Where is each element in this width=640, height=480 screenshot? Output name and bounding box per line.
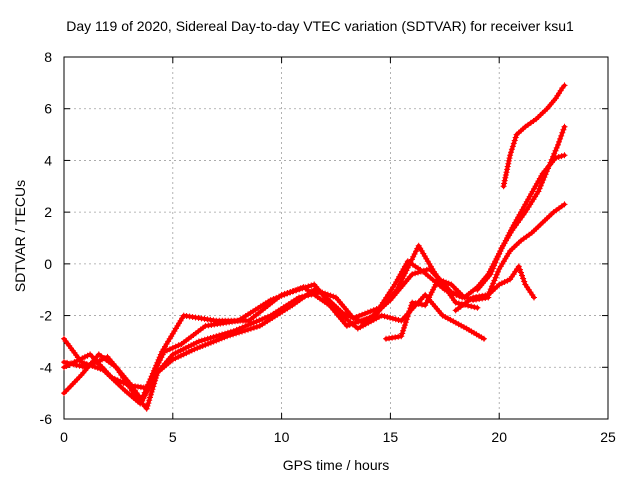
series-group bbox=[61, 82, 568, 412]
y-tick-label: 6 bbox=[44, 101, 52, 117]
x-axis-label: GPS time / hours bbox=[282, 457, 390, 473]
series-markers bbox=[500, 82, 568, 190]
x-tick-label: 5 bbox=[169, 429, 177, 445]
plot-frame bbox=[63, 56, 609, 420]
series-markers bbox=[485, 263, 537, 301]
x-tick-label: 25 bbox=[600, 429, 616, 445]
y-tick-label: -4 bbox=[40, 359, 53, 375]
x-tick-label: 20 bbox=[491, 429, 507, 445]
axis-ticks: 0 5 10 15 20 25 -6 -4 -2 0 2 4 6 8 bbox=[40, 49, 616, 445]
y-tick-label: 4 bbox=[44, 152, 52, 168]
x-tick-label: 10 bbox=[274, 429, 290, 445]
series-track-h bbox=[500, 82, 568, 190]
y-tick-label: 8 bbox=[44, 49, 52, 65]
y-tick-label: -2 bbox=[40, 308, 53, 324]
series-track-d bbox=[61, 281, 487, 407]
y-tick-label: -6 bbox=[40, 411, 53, 427]
series-track-i bbox=[485, 263, 537, 301]
chart-title: Day 119 of 2020, Sidereal Day-to-day VTE… bbox=[66, 18, 574, 34]
y-tick-label: 2 bbox=[44, 204, 52, 220]
y-tick-label: 0 bbox=[44, 256, 52, 272]
series-markers bbox=[474, 123, 568, 293]
x-tick-label: 0 bbox=[60, 429, 68, 445]
y-axis-label: SDTVAR / TECUs bbox=[12, 179, 28, 293]
x-tick-label: 15 bbox=[383, 429, 399, 445]
series-markers bbox=[61, 281, 487, 407]
series-track-g bbox=[474, 123, 568, 293]
